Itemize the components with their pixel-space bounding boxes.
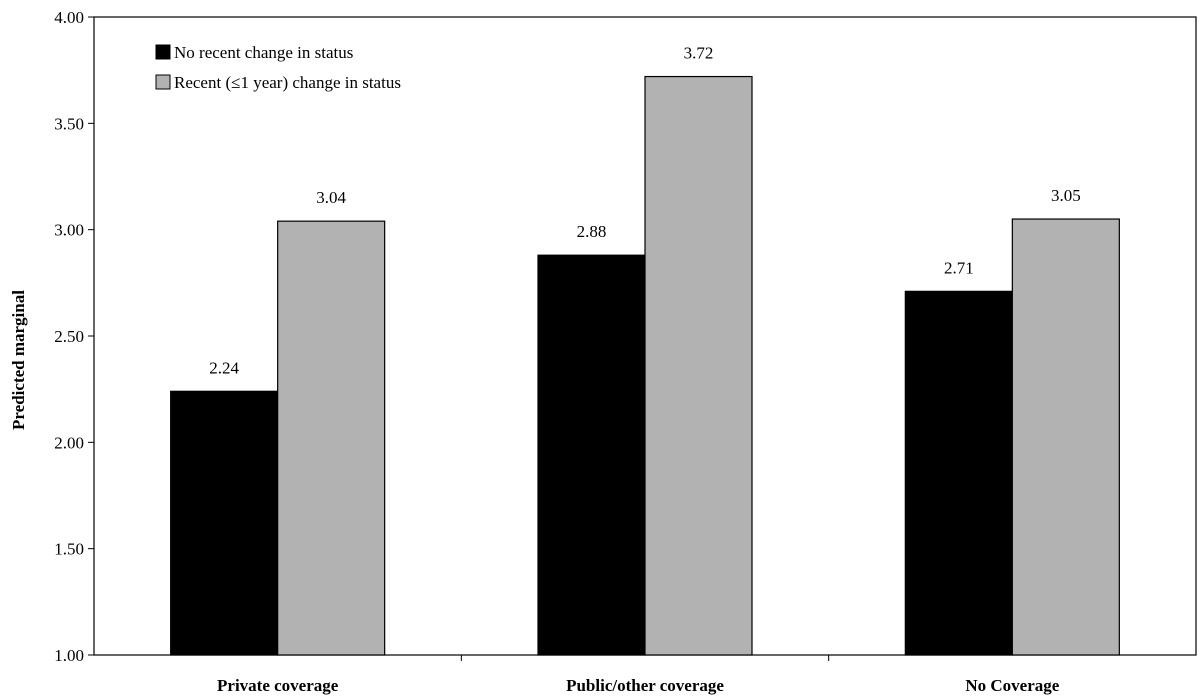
y-axis: 1.00 1.50 2.00 2.50 3.00 3.50 4.00 (54, 8, 94, 665)
data-labels: 2.24 2.88 2.71 3.04 3.72 3.05 (209, 44, 1080, 378)
data-label: 2.88 (577, 222, 607, 241)
bars (170, 75, 1120, 656)
y-tick-label: 1.50 (54, 540, 84, 559)
y-tick-label: 3.00 (54, 221, 84, 240)
data-label: 2.24 (209, 358, 239, 377)
bar (277, 220, 386, 656)
y-tick-label: 4.00 (54, 8, 84, 27)
data-label: 3.04 (316, 188, 346, 207)
bar (904, 290, 1013, 656)
x-category-label: Private coverage (217, 676, 339, 695)
y-tick-label: 2.00 (54, 433, 84, 452)
y-tick-label: 1.00 (54, 646, 84, 665)
legend-swatch (155, 44, 171, 60)
y-axis-title: Predicted marginal (9, 290, 28, 430)
bar (644, 75, 753, 656)
legend-label: Recent (≤1 year) change in status (174, 73, 401, 92)
legend-swatch (155, 74, 171, 90)
data-label: 3.72 (684, 44, 714, 63)
bar (537, 254, 646, 656)
x-category-label: No Coverage (965, 676, 1059, 695)
bar (1011, 218, 1120, 656)
legend-label: No recent change in status (174, 43, 353, 62)
y-tick-label: 2.50 (54, 327, 84, 346)
data-label: 2.71 (944, 258, 974, 277)
x-category-label: Public/other coverage (566, 676, 724, 695)
y-tick-label: 3.50 (54, 114, 84, 133)
data-label: 3.05 (1051, 186, 1081, 205)
bar (170, 390, 279, 656)
x-axis: Private coverage Public/other coverage No … (217, 655, 1060, 695)
legend: No recent change in status Recent (≤1 yea… (155, 43, 401, 92)
